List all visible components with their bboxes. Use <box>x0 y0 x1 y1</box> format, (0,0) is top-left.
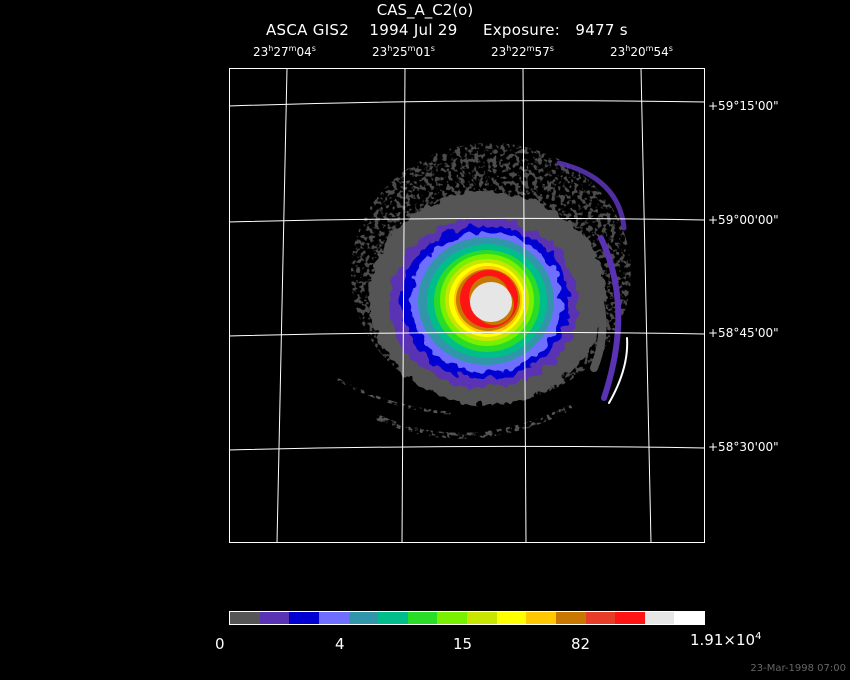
exposure-value: 9477 s <box>575 21 628 39</box>
colorbar-swatch <box>615 612 645 624</box>
colorbar-tick-label: 0 <box>215 635 225 653</box>
dec-label: +59°15'00" <box>708 99 779 113</box>
dec-label: +58°30'00" <box>708 440 779 454</box>
colorbar-swatch <box>378 612 408 624</box>
colorbar-swatch <box>496 612 527 624</box>
colorbar-tick-label: 15 <box>453 635 473 653</box>
colorbar-tick-label: 82 <box>571 635 591 653</box>
ra-label: 23h27m04s <box>253 44 316 59</box>
colorbar-swatch <box>585 612 616 624</box>
exposure-label: Exposure: <box>482 21 561 39</box>
coordinate-grid <box>229 68 705 543</box>
colorbar-swatch <box>555 612 586 624</box>
ra-label: 23h25m01s <box>372 44 435 59</box>
instrument-label: ASCA GIS2 <box>266 21 350 39</box>
colorbar-max-label: 1.91×104 <box>690 631 762 649</box>
colorbar-swatch <box>644 612 675 624</box>
colorbar-swatch <box>467 612 497 624</box>
ra-label: 23h20m54s <box>610 44 673 59</box>
observation-date: 1994 Jul 29 <box>369 21 458 39</box>
colorbar-swatch <box>230 612 260 624</box>
xray-image-panel <box>229 68 705 543</box>
outer-arc-emission <box>337 160 629 439</box>
ra-label: 23h22m57s <box>491 44 554 59</box>
colorbar-swatch <box>348 612 379 624</box>
colorbar <box>229 611 705 625</box>
image-subtitle: ASCA GIS2 1994 Jul 29 Exposure: 9477 s <box>266 21 628 39</box>
image-title: CAS_A_C2(o) <box>376 1 474 19</box>
colorbar-swatch <box>407 612 438 624</box>
colorbar-swatch <box>674 612 704 624</box>
colorbar-swatch <box>318 612 349 624</box>
timestamp: 23-Mar-1998 07:00 <box>750 663 846 674</box>
colorbar-swatch <box>526 612 556 624</box>
dec-label: +59°00'00" <box>708 213 779 227</box>
colorbar-swatch <box>289 612 319 624</box>
dec-label: +58°45'00" <box>708 326 779 340</box>
colorbar-tick-label: 4 <box>335 635 345 653</box>
colorbar-swatch <box>259 612 290 624</box>
colorbar-swatch <box>437 612 467 624</box>
